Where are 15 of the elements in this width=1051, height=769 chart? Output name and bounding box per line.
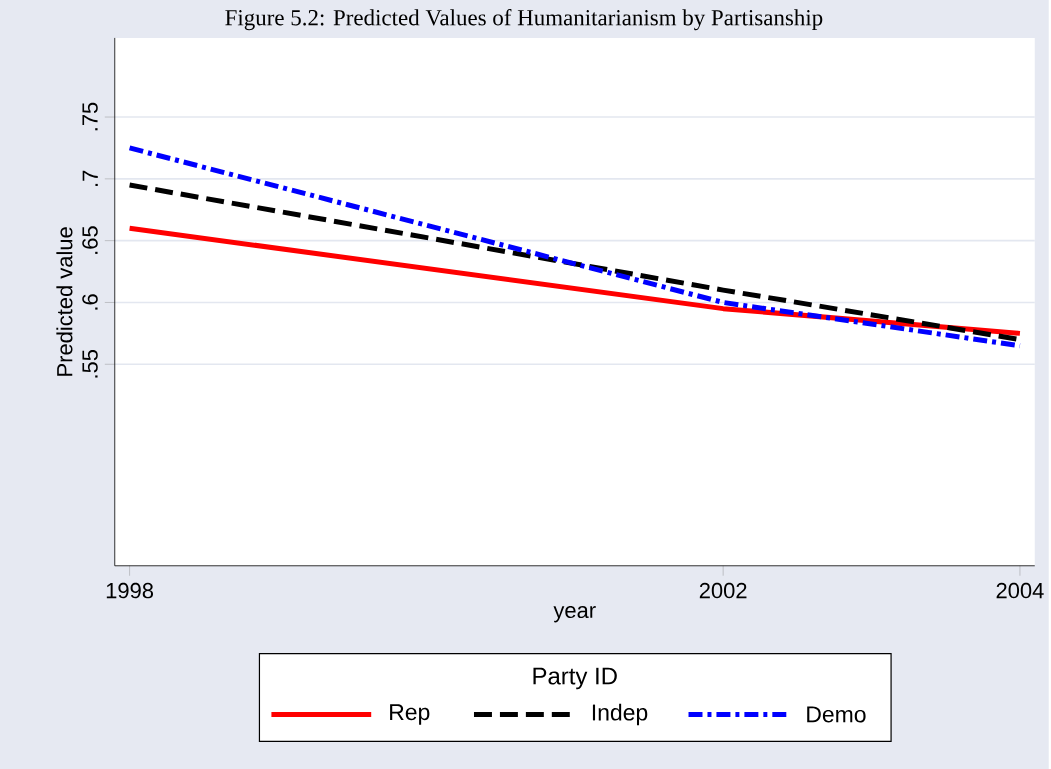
y-tick-label: .7 (82, 170, 98, 186)
y-axis-title: Predicted value (56, 227, 73, 376)
legend-label: Indep (592, 703, 648, 725)
y-tick-label: .55 (82, 349, 98, 378)
x-tick-label: 1998 (106, 582, 154, 599)
legend-label: Rep (390, 704, 430, 725)
chart-title: Figure 5.2: Predicted Values of Humanitarianism by Partisanship (225, 8, 823, 30)
x-tick-label: 2004 (996, 582, 1044, 599)
y-tick-label: .6 (82, 294, 98, 310)
legend-label: Demo (807, 706, 866, 723)
x-axis-title: year (553, 605, 596, 623)
y-tick-label: .65 (82, 226, 98, 254)
y-tick-label: .75 (82, 102, 98, 131)
legend-title: Party ID (533, 667, 617, 690)
x-tick-label: 2002 (699, 582, 747, 599)
